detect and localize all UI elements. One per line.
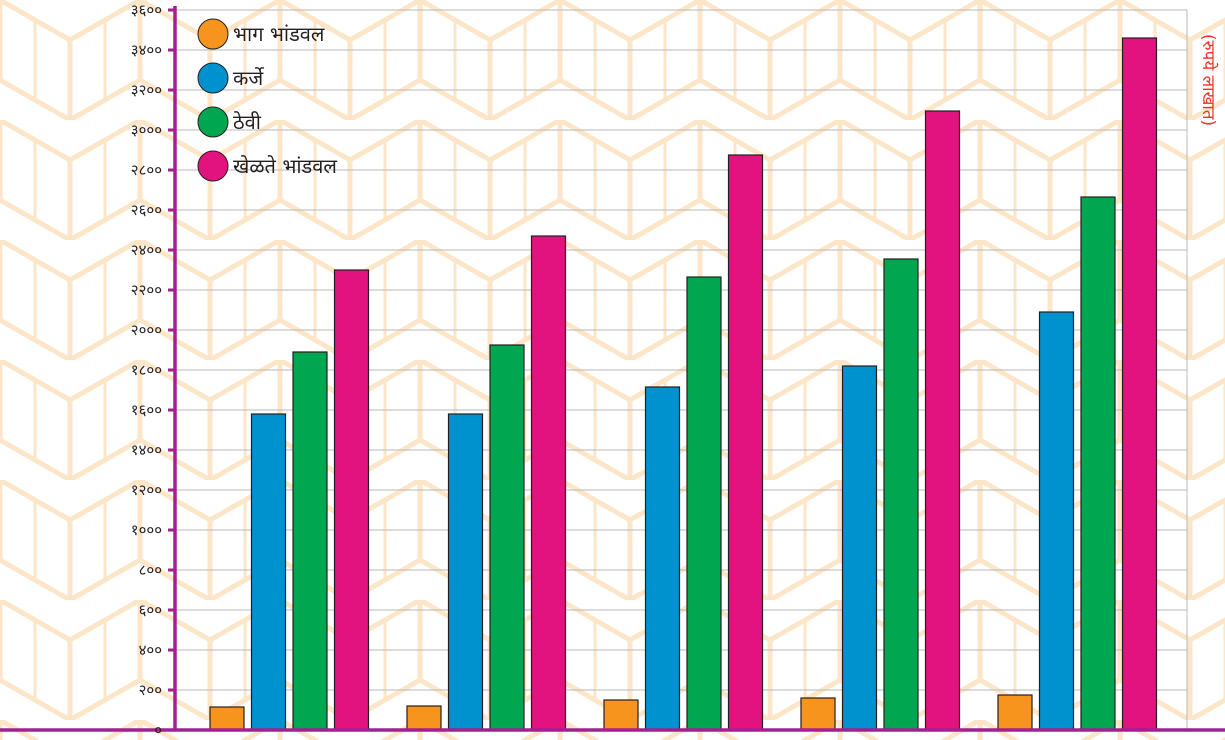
bar [1038, 311, 1075, 731]
y-tick-label: ३२०० [131, 81, 162, 99]
bar [924, 110, 961, 731]
y-unit-label: (रुपये लाखात) [1198, 34, 1219, 126]
bar [727, 154, 764, 731]
y-tick-label: ८०० [139, 561, 162, 579]
legend-swatch [197, 62, 229, 94]
y-tick-label: २८०० [131, 161, 162, 179]
y-tick-label: १८०० [131, 361, 162, 379]
y-tick-label: २००० [131, 321, 162, 339]
bar [1080, 196, 1116, 731]
y-tick-label: ६०० [139, 601, 162, 619]
y-tick-label: ३००० [131, 121, 162, 139]
legend-swatch [197, 18, 229, 50]
y-tick-label: २४०० [131, 241, 162, 259]
y-tick-label: ४०० [139, 641, 162, 659]
bars [209, 37, 1158, 731]
legend-label: भाग भांडवल [233, 22, 325, 46]
bar [883, 258, 919, 731]
legend-label: कर्जे [233, 66, 264, 90]
y-tick-label: २०० [139, 681, 162, 699]
y-tick-label: ३४०० [131, 41, 162, 59]
legend-swatch [197, 106, 229, 138]
y-tick-label: १००० [131, 521, 162, 539]
y-tick-label: १६०० [131, 401, 162, 419]
bar [530, 235, 567, 731]
y-axis-ticks: ० २०० ४०० ६०० ८०० १००० १२०० १४०० १६०० १८०० २००० २२०… [131, 1, 175, 739]
bar [292, 351, 328, 731]
bar [333, 269, 370, 731]
bar [644, 386, 681, 731]
bar [250, 413, 287, 731]
y-tick-label: २६०० [131, 201, 162, 219]
y-tick-label: ० [154, 721, 162, 739]
bar [209, 706, 245, 731]
bar [447, 413, 484, 731]
bar [603, 699, 639, 731]
y-tick-label: १४०० [131, 441, 162, 459]
y-tick-label: ३६०० [131, 1, 162, 19]
y-tick-label: १२०० [131, 481, 162, 499]
legend-label: ठेवी [233, 110, 262, 134]
bar [1121, 37, 1158, 731]
bar [489, 344, 525, 731]
bar [406, 705, 442, 731]
bar [686, 276, 722, 731]
legend-swatch [197, 150, 229, 182]
bar [800, 697, 836, 731]
bar [997, 694, 1033, 731]
y-tick-label: २२०० [131, 281, 162, 299]
legend: भाग भांडवल कर्जे ठेवी खेळते भांडवल [197, 18, 337, 182]
legend-label: खेळते भांडवल [233, 154, 337, 178]
bar [841, 365, 878, 731]
